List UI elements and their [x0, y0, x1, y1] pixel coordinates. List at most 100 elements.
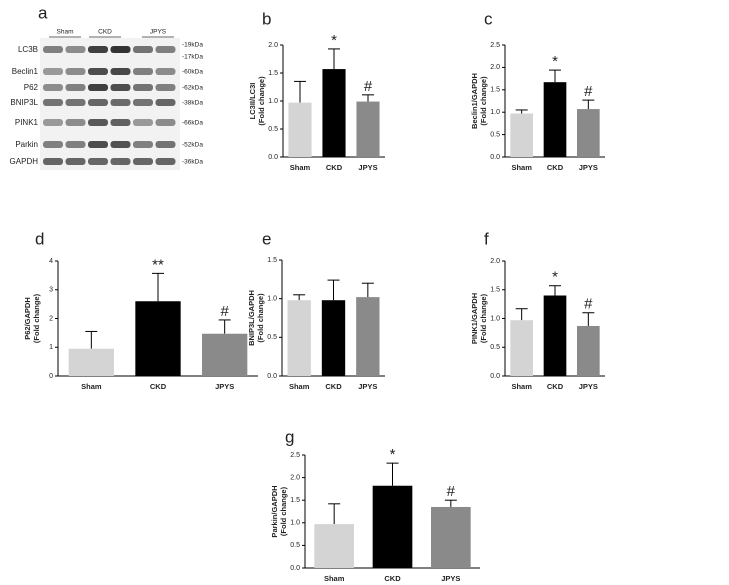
protein-label: PINK1 — [15, 118, 39, 127]
significance-marker: * — [552, 269, 558, 286]
x-tick-label: JPYS — [358, 163, 377, 172]
blot-band — [88, 84, 108, 91]
blot-band — [43, 84, 63, 91]
blot-band — [133, 46, 153, 53]
blot-band — [110, 119, 131, 126]
kda-label: -66kDa — [182, 120, 203, 127]
significance-marker: * — [331, 32, 337, 49]
x-tick-label: JPYS — [579, 382, 598, 391]
significance-marker: * — [552, 53, 558, 70]
y-axis-label: (Fold change) — [279, 486, 288, 536]
kda-label: -36kDa — [182, 159, 203, 166]
blot-band — [65, 158, 86, 165]
blot-band — [65, 68, 86, 75]
y-tick-label: 1.0 — [490, 315, 500, 322]
blot-band — [155, 46, 176, 53]
y-tick-label: 2.0 — [490, 258, 500, 265]
y-tick-label: 1.0 — [490, 109, 500, 116]
blot-band — [133, 141, 153, 148]
kda-label: -52kDa — [182, 142, 203, 149]
blot-band — [110, 68, 131, 75]
y-axis-label: PINK1/GAPDH — [470, 293, 479, 344]
panel-letter: d — [35, 229, 44, 248]
y-tick-label: 3 — [49, 287, 53, 294]
y-axis-label: LC3II/LC3I — [248, 83, 257, 120]
bar — [135, 301, 181, 376]
y-tick-label: 1.5 — [268, 70, 278, 77]
blot-band — [43, 141, 63, 148]
blot-band — [110, 141, 131, 148]
protein-label: BNIP3L — [10, 98, 38, 107]
panel-letter: e — [262, 229, 271, 248]
blot-band — [155, 141, 176, 148]
blot-band — [155, 119, 176, 126]
panel-letter: b — [262, 9, 271, 28]
y-axis-label: (Fold change) — [479, 293, 488, 343]
blot-band — [155, 68, 176, 75]
protein-label: Beclin1 — [12, 67, 39, 76]
blot-band — [88, 158, 108, 165]
x-tick-label: Sham — [511, 163, 532, 172]
blot-band — [43, 99, 63, 106]
blot-band — [88, 141, 108, 148]
blot-band — [110, 99, 131, 106]
y-tick-label: 0.5 — [290, 542, 300, 549]
y-axis-label: Beclin1/GAPDH — [470, 73, 479, 129]
y-axis-label: (Fold change) — [479, 76, 488, 126]
blot-band — [110, 46, 131, 53]
protein-label: Parkin — [15, 140, 38, 149]
kda-label: -19kDa — [182, 42, 203, 49]
x-tick-label: CKD — [384, 574, 401, 583]
y-tick-label: 1.0 — [267, 296, 277, 303]
y-tick-label: 0.0 — [290, 565, 300, 572]
bar — [322, 69, 346, 157]
bar — [431, 506, 471, 568]
blot-band — [110, 158, 131, 165]
y-tick-label: 1.5 — [490, 287, 500, 294]
blot-band — [88, 46, 108, 53]
panel-letter: g — [285, 427, 294, 446]
y-tick-label: 0.5 — [267, 334, 277, 341]
y-axis-label: (Fold change) — [256, 293, 265, 343]
bar — [314, 524, 354, 568]
bar — [577, 325, 600, 376]
y-axis-label: P62/GAPDH — [23, 297, 32, 340]
blot-band — [110, 84, 131, 91]
x-tick-label: Sham — [289, 382, 310, 391]
bar — [321, 300, 346, 376]
y-axis-label: (Fold change) — [32, 293, 41, 343]
panel-letter: a — [38, 3, 48, 22]
y-tick-label: 2.0 — [268, 42, 278, 49]
blot-band — [155, 99, 176, 106]
blot-group-label: CKD — [98, 29, 112, 36]
blot-band — [43, 68, 63, 75]
kda-label: -17kDa — [182, 54, 203, 61]
y-tick-label: 0.5 — [268, 126, 278, 133]
blot-band — [88, 99, 108, 106]
y-tick-label: 1.5 — [290, 497, 300, 504]
blot-band — [43, 158, 63, 165]
bar — [543, 82, 567, 157]
y-tick-label: 2.5 — [290, 452, 300, 459]
x-tick-label: CKD — [547, 382, 564, 391]
blot-band — [88, 68, 108, 75]
blot-band — [65, 84, 86, 91]
y-tick-label: 4 — [49, 258, 53, 265]
bar — [577, 109, 600, 157]
significance-marker: * — [390, 446, 396, 463]
blot-band — [65, 119, 86, 126]
blot-band — [133, 99, 153, 106]
y-tick-label: 1.5 — [267, 257, 277, 264]
y-tick-label: 1 — [49, 344, 53, 351]
y-tick-label: 1.0 — [268, 98, 278, 105]
x-tick-label: CKD — [547, 163, 564, 172]
y-axis-label: BNIP3L/GAPDH — [247, 290, 256, 346]
blot-band — [133, 119, 153, 126]
significance-marker: # — [364, 78, 373, 95]
blot-band — [43, 46, 63, 53]
panel-letter: c — [484, 9, 493, 28]
y-tick-label: 2.0 — [490, 64, 500, 71]
y-axis-label: Parkin/GAPDH — [270, 485, 279, 537]
x-tick-label: Sham — [290, 163, 311, 172]
kda-label: -62kDa — [182, 85, 203, 92]
